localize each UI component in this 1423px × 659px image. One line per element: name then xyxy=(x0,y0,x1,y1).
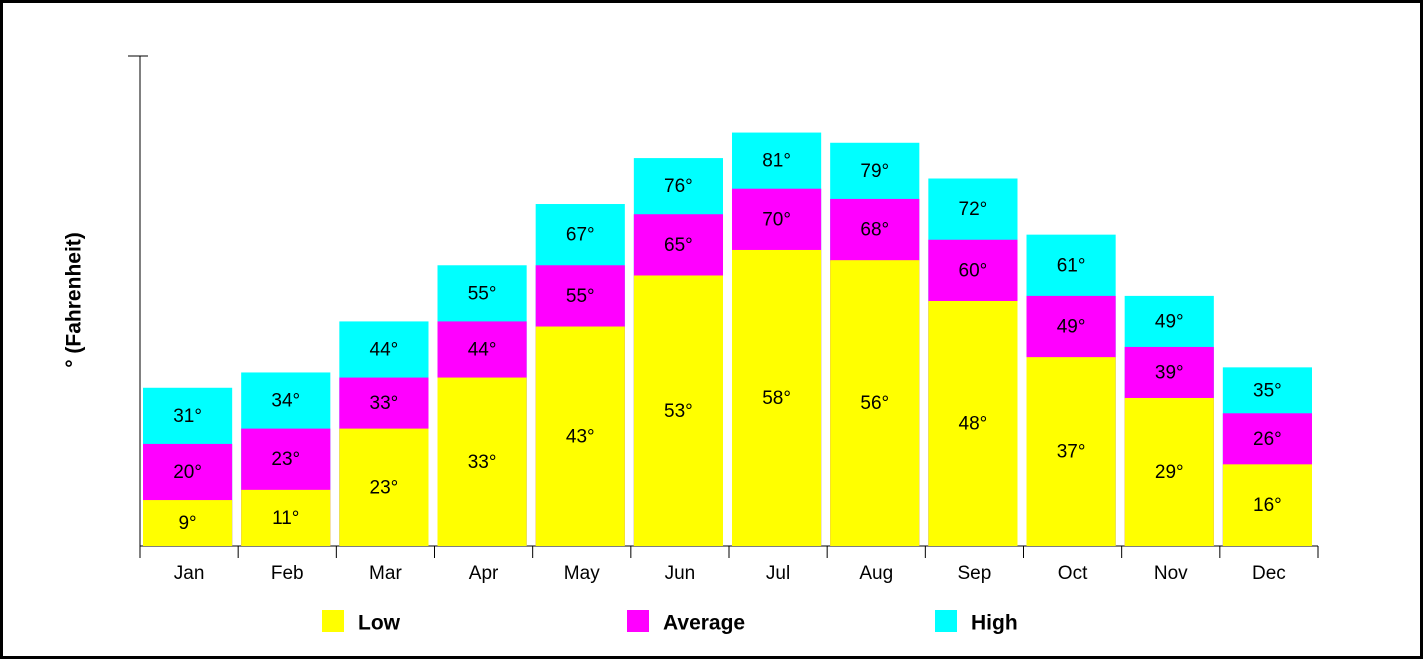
bar xyxy=(1026,357,1116,546)
bar xyxy=(535,326,625,546)
x-tick-label: Jan xyxy=(174,563,205,584)
bar xyxy=(1124,397,1214,546)
value-label: 79° xyxy=(860,161,889,182)
value-label: 44° xyxy=(370,340,399,361)
value-label: 11° xyxy=(272,508,299,529)
value-label: 53° xyxy=(664,401,693,422)
value-label: 20° xyxy=(173,462,202,483)
bar xyxy=(732,249,822,547)
value-label: 44° xyxy=(468,340,497,361)
value-label: 23° xyxy=(271,449,300,470)
x-tick-label: Sep xyxy=(958,563,992,584)
bar xyxy=(633,275,723,546)
legend-label: High xyxy=(971,612,1018,635)
x-tick-label: Jul xyxy=(766,563,790,584)
value-label: 34° xyxy=(271,391,300,412)
value-label: 31° xyxy=(173,406,202,427)
y-axis-label: ° (Fahrenheit) xyxy=(63,232,86,368)
x-tick-label: Apr xyxy=(469,563,499,584)
value-label: 16° xyxy=(1253,495,1282,516)
x-tick-label: Jun xyxy=(665,563,696,584)
value-label: 61° xyxy=(1057,255,1086,276)
value-label: 39° xyxy=(1155,362,1184,383)
value-label: 33° xyxy=(468,452,497,473)
legend-label: Average xyxy=(663,612,745,635)
value-label: 81° xyxy=(762,151,791,172)
value-label: 26° xyxy=(1253,429,1282,450)
value-label: 43° xyxy=(566,426,595,447)
value-label: 56° xyxy=(860,393,889,414)
value-label: 65° xyxy=(664,235,693,256)
x-tick-label: Oct xyxy=(1058,563,1088,584)
value-label: 68° xyxy=(860,220,889,241)
legend-swatch xyxy=(935,610,957,632)
x-tick-label: Dec xyxy=(1252,563,1286,584)
legend-swatch xyxy=(627,610,649,632)
value-label: 23° xyxy=(370,477,399,498)
x-tick-label: Feb xyxy=(271,563,304,584)
bar xyxy=(241,489,331,546)
bar xyxy=(928,301,1018,546)
value-label: 9° xyxy=(178,513,196,534)
value-label: 55° xyxy=(566,286,595,307)
value-label: 72° xyxy=(959,199,988,220)
value-label: 33° xyxy=(370,393,399,414)
value-label: 49° xyxy=(1155,311,1184,332)
value-label: 67° xyxy=(566,225,595,246)
value-label: 37° xyxy=(1057,442,1086,463)
value-label: 76° xyxy=(664,176,693,197)
x-tick-label: Mar xyxy=(369,563,402,584)
value-label: 55° xyxy=(468,283,497,304)
legend-label: Low xyxy=(358,612,401,635)
x-tick-label: May xyxy=(564,563,600,584)
bar xyxy=(437,377,527,546)
value-label: 49° xyxy=(1057,317,1086,338)
value-label: 60° xyxy=(959,260,988,281)
value-label: 70° xyxy=(762,209,791,230)
bar xyxy=(339,428,429,546)
bar xyxy=(1222,464,1312,546)
value-label: 29° xyxy=(1155,462,1184,483)
bar xyxy=(830,260,920,546)
value-label: 35° xyxy=(1253,380,1282,401)
bar xyxy=(143,500,233,546)
value-label: 48° xyxy=(959,414,988,435)
x-tick-label: Aug xyxy=(859,563,893,584)
value-label: 58° xyxy=(762,388,791,409)
legend-swatch xyxy=(322,610,344,632)
x-tick-label: Nov xyxy=(1154,563,1188,584)
